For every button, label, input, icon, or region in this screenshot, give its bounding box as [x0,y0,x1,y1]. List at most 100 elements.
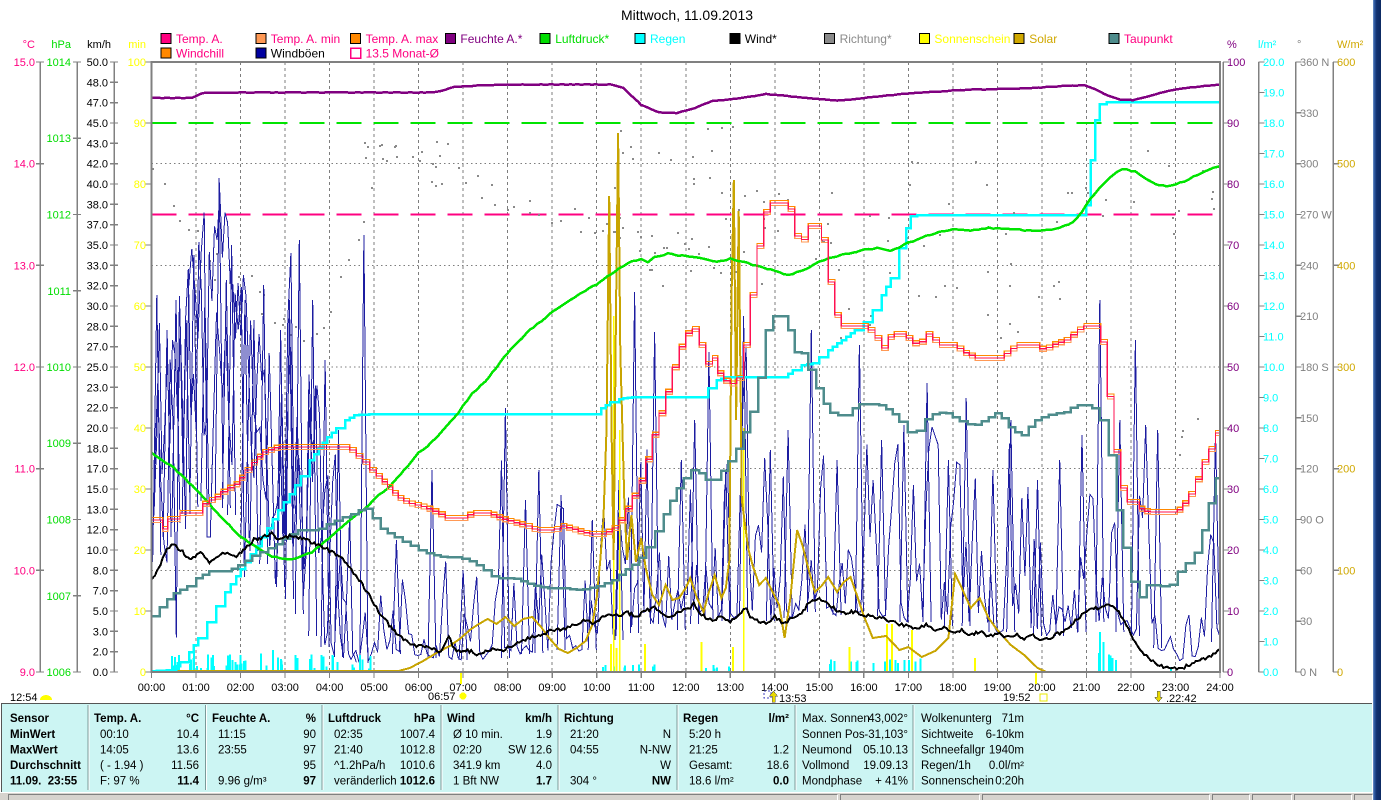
svg-text:km/h: km/h [87,39,111,51]
svg-text:20:00: 20:00 [1028,682,1056,694]
svg-text:05:00: 05:00 [360,682,388,694]
svg-text:21:00: 21:00 [1073,682,1101,694]
svg-text:12.0: 12.0 [87,525,108,537]
svg-text:1014: 1014 [47,57,71,69]
svg-text:Schneefallgr: Schneefallgr [921,745,985,757]
svg-text:15.0: 15.0 [14,57,35,69]
svg-text:33.0: 33.0 [87,260,108,272]
svg-text:360 N: 360 N [1300,57,1329,69]
svg-text:0 N: 0 N [1300,667,1317,679]
svg-text:l/m²: l/m² [769,713,790,725]
svg-text:+ 41%: + 41% [875,776,908,788]
svg-text:1013: 1013 [47,133,71,145]
svg-text:270 W: 270 W [1300,210,1332,222]
svg-text:43.0: 43.0 [87,138,108,150]
svg-text:Solar: Solar [1029,32,1057,46]
svg-text:Temp. A. max: Temp. A. max [366,32,439,46]
svg-text:°C: °C [186,713,199,725]
svg-text:71m: 71m [1002,713,1024,725]
svg-text:20.0: 20.0 [87,423,108,435]
svg-text:Max. Sonnen: Max. Sonnen [802,713,870,725]
svg-text:30.0: 30.0 [87,301,108,313]
svg-text:330: 330 [1300,108,1318,120]
svg-text:%: % [1227,39,1237,51]
svg-text:5:20 h: 5:20 h [689,729,721,741]
svg-text:NW: NW [652,776,671,788]
svg-text:km/h: km/h [525,713,552,725]
svg-text:MinWert: MinWert [10,729,55,741]
svg-text:Wolkenunterg: Wolkenunterg [921,713,992,725]
svg-text:90 O: 90 O [1300,515,1324,527]
svg-text:Regen: Regen [683,713,718,725]
svg-text:18.0: 18.0 [87,443,108,455]
svg-text:13.6: 13.6 [177,745,199,757]
svg-text:( - 1.94 ): ( - 1.94 ) [100,760,144,772]
svg-text:6-10km: 6-10km [986,729,1024,741]
svg-text:13:53: 13:53 [779,693,807,705]
svg-text:20: 20 [134,545,146,557]
svg-text:1010.6: 1010.6 [400,760,435,772]
svg-text:SW 12.6: SW 12.6 [508,745,552,757]
svg-text:6.0: 6.0 [1263,484,1278,496]
svg-text:23.0: 23.0 [87,382,108,394]
svg-text:Taupunkt: Taupunkt [1124,32,1173,46]
svg-text:90: 90 [303,729,316,741]
svg-text:01:00: 01:00 [182,682,210,694]
svg-text:18.0: 18.0 [1263,118,1284,130]
svg-text:60: 60 [1227,301,1239,313]
svg-text:1006: 1006 [47,667,71,679]
svg-text:06:57: 06:57 [428,691,456,703]
svg-text:4.0: 4.0 [1263,545,1278,557]
svg-text:13:00: 13:00 [717,682,745,694]
svg-text:Windböen: Windböen [271,47,325,61]
svg-text:11.0: 11.0 [1263,332,1284,344]
svg-text:2.0: 2.0 [93,647,108,659]
svg-text:0.0l/m²: 0.0l/m² [989,760,1024,772]
svg-text:1.0: 1.0 [1263,637,1278,649]
svg-text:°: ° [1297,39,1301,51]
svg-text:02:00: 02:00 [227,682,255,694]
svg-text:veränderlich: veränderlich [334,776,397,788]
svg-text:120: 120 [1300,464,1318,476]
svg-text:16:00: 16:00 [850,682,878,694]
svg-text:Temp. A.: Temp. A. [94,713,141,725]
svg-text:47.0: 47.0 [87,98,108,110]
svg-text:2.0: 2.0 [1263,606,1278,618]
svg-text:Ø 10 min.: Ø 10 min. [453,729,503,741]
svg-text:1011: 1011 [47,286,71,298]
svg-text:Sensor: Sensor [10,713,50,725]
svg-text:8.0: 8.0 [1263,423,1278,435]
svg-text:1 Bft NW: 1 Bft NW [453,776,499,788]
svg-text:400: 400 [1337,260,1355,272]
svg-text:16.0: 16.0 [1263,179,1284,191]
svg-text:200: 200 [1337,464,1355,476]
svg-text:15:00: 15:00 [806,682,834,694]
svg-text:23:00: 23:00 [1162,682,1190,694]
svg-text:27.0: 27.0 [87,342,108,354]
svg-text:0.0: 0.0 [1263,667,1278,679]
svg-text:Sichtweite: Sichtweite [921,729,973,741]
svg-text:97: 97 [303,776,316,788]
svg-text:W: W [660,760,671,772]
svg-text:97: 97 [303,745,316,757]
svg-text:Mittwoch, 11.09.2013: Mittwoch, 11.09.2013 [621,7,753,23]
svg-text:04:00: 04:00 [316,682,344,694]
svg-text:Regen/1h: Regen/1h [921,760,971,772]
svg-text:10: 10 [134,606,146,618]
svg-text:10.0: 10.0 [1263,362,1284,374]
svg-text:17:00: 17:00 [895,682,923,694]
svg-text:Vollmond: Vollmond [802,760,849,772]
svg-text:14:00: 14:00 [761,682,789,694]
svg-text:0: 0 [140,667,146,679]
svg-text:20.0: 20.0 [1263,57,1284,69]
svg-text:240: 240 [1300,260,1318,272]
svg-text:11:15: 11:15 [218,729,246,741]
svg-text:10: 10 [1227,606,1239,618]
svg-text:14:05: 14:05 [100,745,129,757]
svg-text:05.10.13: 05.10.13 [863,745,908,757]
svg-text:300: 300 [1300,159,1318,171]
svg-text:210: 210 [1300,311,1318,323]
svg-text:-31,103°: -31,103° [864,729,908,741]
svg-text:13.0: 13.0 [14,260,35,272]
svg-text:1010: 1010 [47,362,71,374]
